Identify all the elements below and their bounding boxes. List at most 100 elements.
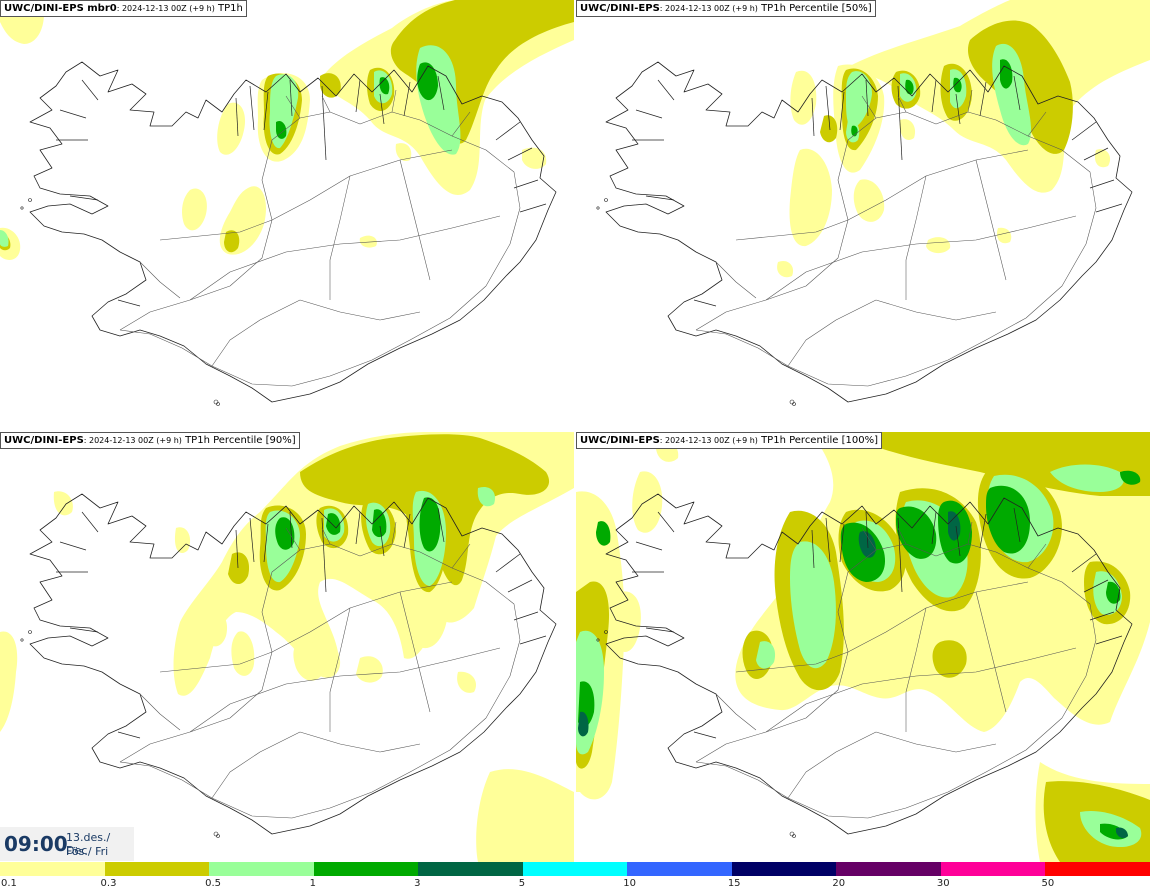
- fjord-line: [249, 517, 255, 563]
- precip-contour: [596, 521, 611, 546]
- fjord-line: [437, 75, 445, 111]
- legend-swatch: [836, 862, 942, 876]
- fjord-line: [321, 517, 327, 593]
- road-line: [189, 647, 501, 733]
- precip-contour: [777, 260, 794, 278]
- valid-time-box: 09:00 13.des./ Dec Fös./ Fri: [0, 827, 134, 861]
- precip-contour: [858, 531, 876, 558]
- run-time: : 2024-12-13 00Z (+9 h): [116, 4, 215, 13]
- road-line: [321, 527, 331, 545]
- valid-day: Fös./ Fri: [66, 845, 109, 858]
- legend-tick-label: 0.1: [1, 878, 17, 889]
- precip-contour: [1116, 827, 1128, 839]
- valid-time: 09:00: [4, 832, 68, 856]
- fjord-line: [235, 529, 239, 569]
- road-line: [695, 543, 1097, 819]
- precip-contour: [476, 769, 574, 862]
- fjord-line: [811, 97, 815, 137]
- precip-contour: [926, 237, 951, 254]
- precip-contour: [853, 179, 885, 222]
- panel-title: UWC/DINI-EPS mbr0: 2024-12-13 00Z (+9 h)…: [0, 0, 247, 17]
- road-line: [451, 543, 471, 569]
- island: [604, 198, 608, 202]
- legend-swatch: [940, 862, 1046, 876]
- model-name: UWC/DINI-EPS: [580, 435, 660, 446]
- fjord-line: [117, 731, 141, 739]
- road-line: [787, 299, 877, 367]
- road-line: [329, 607, 351, 732]
- precip-contour: [457, 671, 477, 693]
- precip-contour: [522, 147, 547, 169]
- field-name: TP1h Percentile [100%]: [761, 435, 879, 446]
- fjord-line: [495, 553, 521, 573]
- road-line: [765, 215, 1077, 301]
- fjord-line: [379, 93, 385, 125]
- road-line: [399, 591, 431, 713]
- legend-tick-label: 50: [1041, 878, 1055, 889]
- fjord-line: [69, 195, 99, 201]
- fjord-line: [1083, 579, 1109, 593]
- island: [213, 399, 219, 405]
- road-line: [299, 731, 421, 753]
- fjord-line: [839, 91, 845, 131]
- map-panel-mbr0: UWC/DINI-EPS mbr0: 2024-12-13 00Z (+9 h)…: [0, 0, 574, 430]
- fjord-line: [645, 627, 675, 633]
- precip-contour: [395, 143, 412, 162]
- legend-swatch: [0, 862, 106, 876]
- road-line: [861, 95, 877, 119]
- fjord-line: [979, 81, 987, 117]
- legend-tick-label: 5: [518, 878, 526, 889]
- island: [596, 638, 600, 642]
- precip-contour: [224, 230, 240, 253]
- precip-contour: [905, 79, 914, 95]
- fjord-line: [437, 507, 445, 543]
- fjord-line: [865, 511, 869, 549]
- fjord-line: [657, 79, 675, 101]
- precip-contour: [820, 115, 838, 143]
- precip-contour: [1106, 581, 1121, 604]
- road-line: [159, 219, 273, 241]
- road-line: [211, 299, 301, 367]
- precip-field-layer: [0, 0, 574, 260]
- legend-swatch: [418, 862, 524, 876]
- island: [20, 638, 24, 642]
- precip-contour: [359, 235, 377, 248]
- island: [28, 630, 32, 634]
- precip-contour: [410, 569, 449, 649]
- coastline: [29, 493, 557, 835]
- fjord-line: [403, 513, 411, 549]
- precip-contour: [789, 148, 832, 247]
- model-name: UWC/DINI-EPS mbr0: [4, 3, 117, 14]
- precip-contour: [790, 70, 817, 125]
- fjord-line: [519, 635, 547, 645]
- precip-contour: [203, 611, 228, 647]
- precip-contour: [578, 711, 589, 737]
- fjord-line: [117, 299, 141, 307]
- road-line: [189, 215, 501, 301]
- field-name: TP1h Percentile [50%]: [761, 3, 872, 14]
- fjord-line: [865, 79, 869, 117]
- road-line: [119, 111, 521, 387]
- precip-contour: [477, 486, 496, 507]
- road-line: [765, 647, 1077, 733]
- fjord-line: [897, 85, 903, 161]
- island: [604, 630, 608, 634]
- precip-contour: [899, 119, 916, 140]
- precip-contour: [932, 640, 967, 678]
- precip-color-legend: 0.1 0.3 0.5 1 3 5 10 15 20 30 50: [0, 862, 1150, 891]
- fjord-line: [507, 147, 533, 161]
- fjord-line: [979, 513, 987, 549]
- precip-map: [0, 432, 574, 862]
- fjord-line: [495, 121, 521, 141]
- road-line: [967, 521, 973, 545]
- run-time: : 2024-12-13 00Z (+9 h): [83, 436, 182, 445]
- road-line: [905, 607, 927, 732]
- fjord-line: [69, 627, 99, 633]
- fjord-line: [321, 85, 327, 161]
- fjord-line: [263, 523, 269, 563]
- coastline: [605, 61, 1133, 403]
- fjord-line: [379, 525, 385, 557]
- road-line: [399, 159, 431, 281]
- road-line: [735, 219, 849, 241]
- island: [20, 206, 24, 210]
